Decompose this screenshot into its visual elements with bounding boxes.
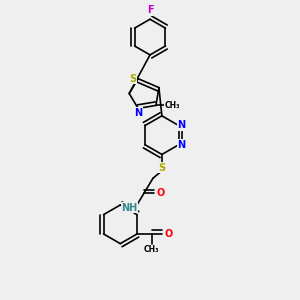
Text: N: N — [178, 121, 186, 130]
Text: O: O — [164, 229, 172, 239]
Text: NH: NH — [121, 203, 137, 213]
Text: N: N — [178, 140, 186, 150]
Text: S: S — [158, 163, 166, 173]
Text: O: O — [156, 188, 164, 198]
Text: N: N — [134, 108, 142, 118]
Text: CH₃: CH₃ — [164, 101, 180, 110]
Text: S: S — [129, 74, 136, 84]
Text: CH₃: CH₃ — [144, 245, 160, 254]
Text: F: F — [147, 5, 153, 15]
